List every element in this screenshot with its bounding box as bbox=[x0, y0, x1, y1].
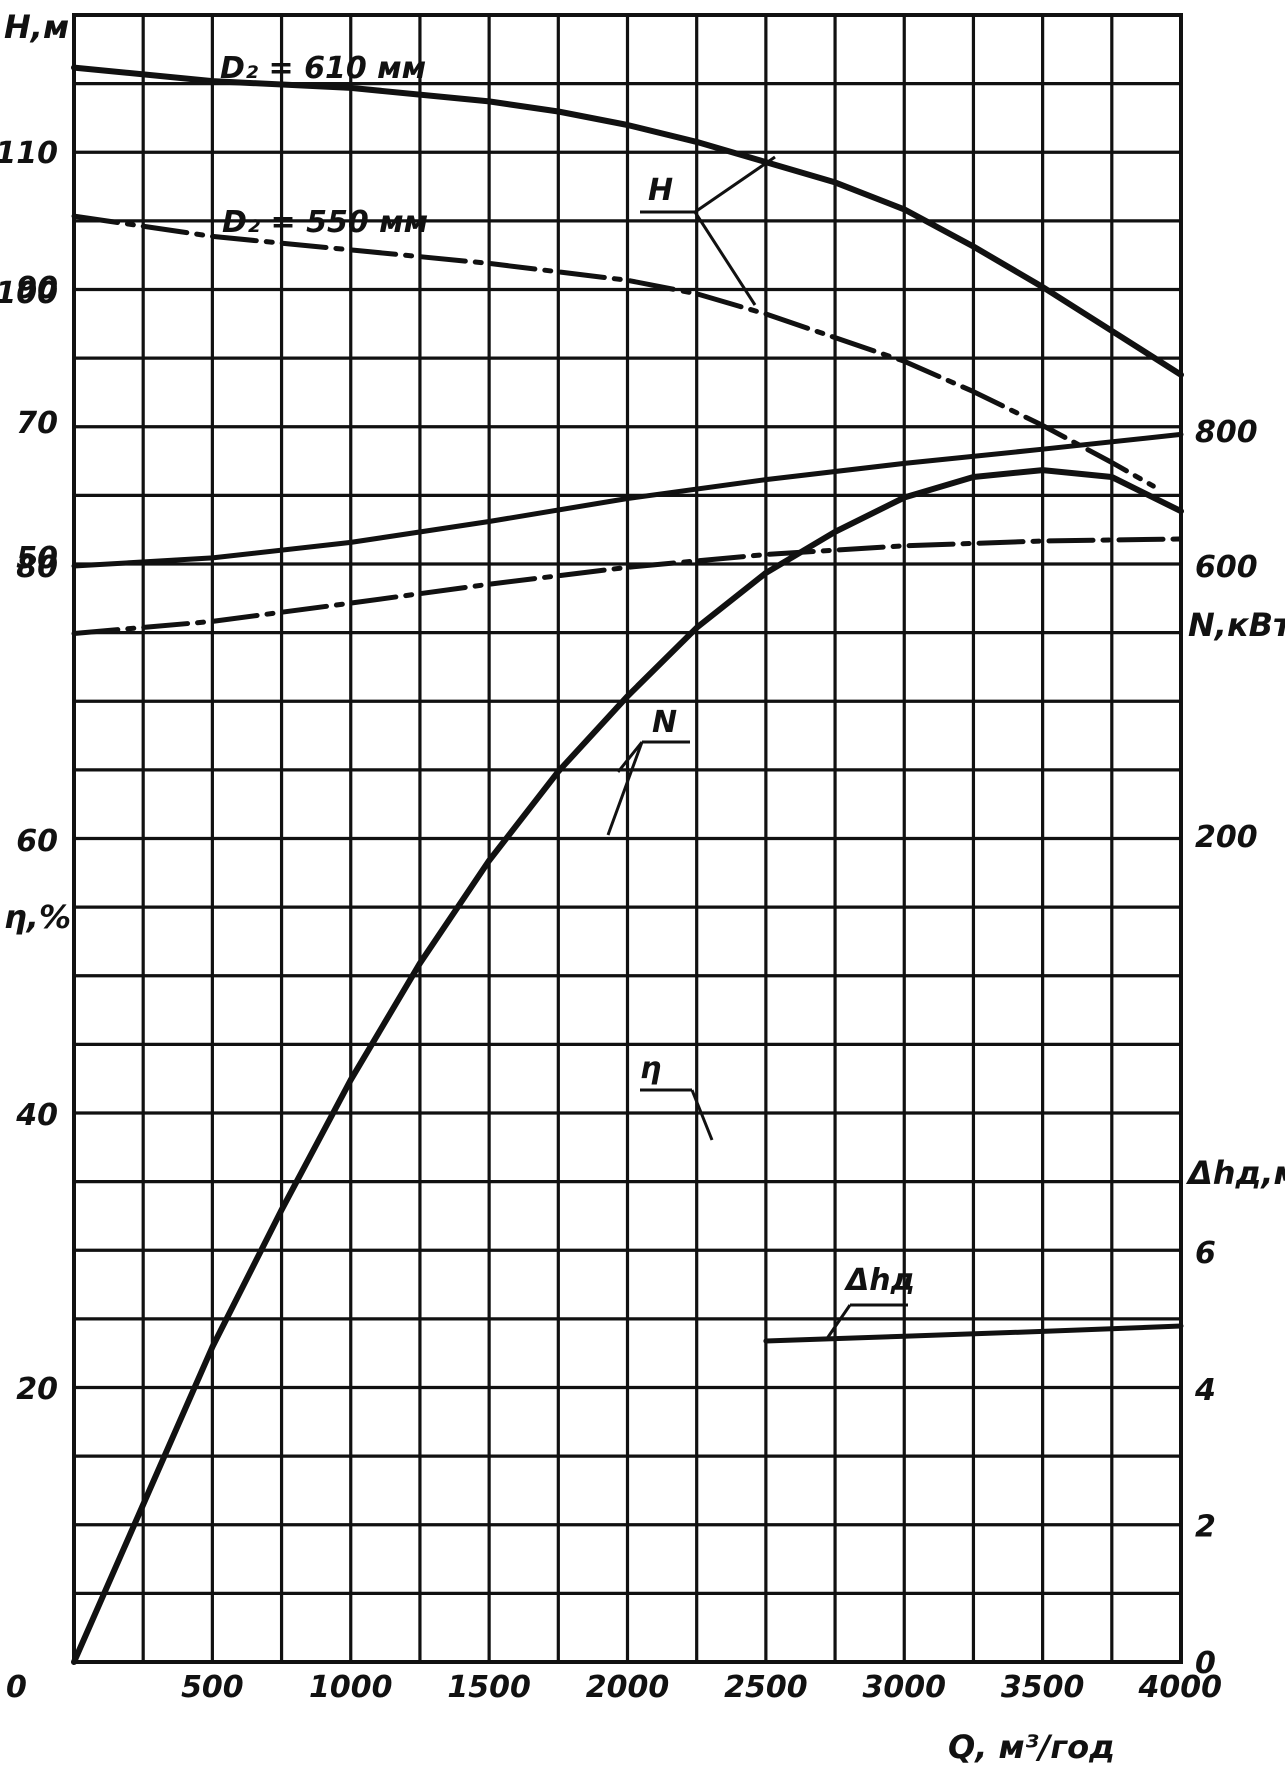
leader-line bbox=[824, 1304, 852, 1341]
n-tick-label: 800 bbox=[1195, 415, 1258, 450]
x-tick-label: 0 bbox=[6, 1670, 27, 1705]
x-tick-label: 4000 bbox=[1138, 1670, 1223, 1705]
leader-line bbox=[690, 1089, 714, 1141]
x-tick-label: 500 bbox=[181, 1670, 244, 1705]
dh-tick-label: 6 bbox=[1195, 1236, 1216, 1271]
dh-axis-title: Δhд,м bbox=[1185, 1154, 1285, 1192]
d550-curve-label: D₂ = 550 мм bbox=[222, 205, 428, 240]
dh-tick-label: 0 bbox=[1195, 1646, 1216, 1681]
h-tick-label: 110 bbox=[0, 136, 58, 171]
h-axis-title: H,м bbox=[4, 8, 69, 46]
n-tick-label: 600 bbox=[1195, 550, 1258, 585]
curves bbox=[71, 64, 1184, 1665]
x-tick-label: 1000 bbox=[309, 1670, 393, 1705]
n610-curve bbox=[71, 431, 1184, 569]
eta-curve-label: η bbox=[640, 1051, 661, 1086]
leader-line bbox=[694, 155, 776, 214]
n550-curve bbox=[71, 536, 1184, 636]
d610-curve bbox=[71, 64, 1184, 378]
x-tick-label: 3000 bbox=[863, 1670, 947, 1705]
eta-tick-label: 20 bbox=[16, 1372, 58, 1407]
dh-curve-label: Δhд bbox=[844, 1263, 915, 1298]
grid bbox=[72, 13, 1183, 1664]
x-tick-label: 2000 bbox=[586, 1670, 670, 1705]
h-tick-label: 70 bbox=[16, 406, 58, 441]
dh-curve bbox=[763, 1323, 1184, 1344]
leader-line bbox=[693, 211, 757, 306]
n-curve-label: N bbox=[652, 705, 677, 740]
d550-curve bbox=[71, 213, 1156, 489]
leader-lines bbox=[606, 155, 908, 1341]
x-tick-label: 1500 bbox=[447, 1670, 531, 1705]
n-tick-label: 200 bbox=[1195, 820, 1258, 855]
h-curve-label: H bbox=[648, 173, 673, 208]
eta-tick-label: 40 bbox=[15, 1098, 58, 1133]
eta-curve bbox=[71, 467, 1184, 1665]
tick-labels: 0 500 1000 1500 2000 2500 3000 3500 400011090705… bbox=[0, 136, 1258, 1705]
h-tick-label: 90 bbox=[16, 271, 58, 306]
dh-tick-label: 2 bbox=[1195, 1509, 1216, 1544]
eta-tick-label: 60 bbox=[16, 824, 58, 859]
labels: H,м N,кВт η,% Δhд,м Q, м³/год D₂ = 610 м… bbox=[4, 8, 1285, 1766]
x-axis-title: Q, м³/год bbox=[948, 1728, 1115, 1766]
eta-axis-title: η,% bbox=[4, 898, 71, 936]
h-tick-label: 50 bbox=[16, 541, 58, 576]
d610-curve-label: D₂ = 610 мм bbox=[220, 51, 426, 86]
leader-line bbox=[616, 741, 644, 773]
eta-tick-label: 100 bbox=[0, 276, 58, 311]
eta-tick-label: 80 bbox=[16, 550, 58, 585]
x-tick-label: 2500 bbox=[724, 1670, 808, 1705]
n-axis-title: N,кВт bbox=[1188, 606, 1285, 644]
leader-line bbox=[606, 741, 644, 836]
x-tick-label: 3500 bbox=[1001, 1670, 1085, 1705]
dh-tick-label: 4 bbox=[1194, 1373, 1216, 1408]
